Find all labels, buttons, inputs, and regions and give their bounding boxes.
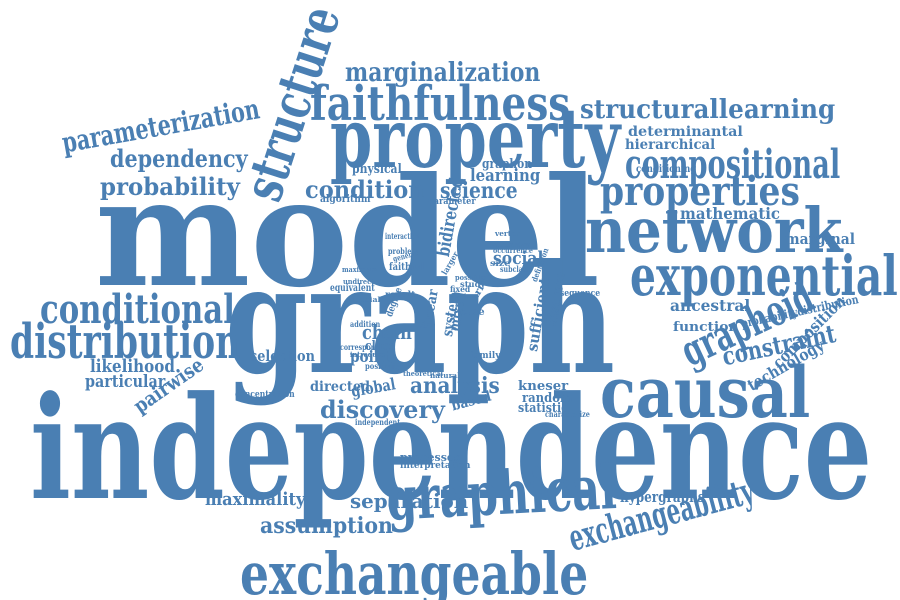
word-marginalization: marginalization xyxy=(345,58,541,88)
word-kneser: kneser xyxy=(518,379,569,394)
word-social: social xyxy=(493,248,544,269)
word-conditioning: conditioning xyxy=(636,164,697,175)
word-result: result xyxy=(385,289,416,299)
word-subclass: subclass xyxy=(500,264,531,274)
word-exponential: exponential xyxy=(630,243,898,308)
word-undirected: undirected xyxy=(343,277,383,286)
word-size: size xyxy=(490,258,511,268)
word-selection: selection xyxy=(250,347,315,365)
word-point: point xyxy=(350,347,390,366)
word-concentration: concentration xyxy=(235,390,295,400)
word-properties: properties xyxy=(600,168,800,215)
word-mathematic: mathematic xyxy=(680,204,781,223)
word-correspond: correspond xyxy=(340,342,380,352)
word-maximality: maximality xyxy=(205,489,306,510)
word-distribution: distribution xyxy=(10,314,241,370)
word-marginal: marginal xyxy=(785,230,856,248)
word-interpretation: interpretation xyxy=(400,461,471,471)
word-random: random xyxy=(522,391,573,406)
word-probability: probability xyxy=(100,172,240,201)
word-vertex: vertex xyxy=(495,229,521,238)
word-class: class xyxy=(365,339,395,354)
word-analysis: analysis xyxy=(410,373,500,399)
word-fixed: fixed xyxy=(450,284,471,294)
word-dependency: dependency xyxy=(110,144,248,173)
word-introduce: introduce xyxy=(350,350,386,359)
word-ancestral: ancestral xyxy=(670,296,751,315)
word-occurrence: occurrence xyxy=(493,246,533,255)
word-compositional: compositional xyxy=(625,141,841,188)
word-exchangeable: exchangeable xyxy=(240,540,589,600)
word-parameter: parameter xyxy=(428,197,476,207)
word-characterize: characterize xyxy=(545,409,590,419)
word-equivalent: equivalent xyxy=(330,283,375,294)
word-hierarchical: hierarchical xyxy=(625,137,716,153)
word-study: study xyxy=(460,279,486,289)
word-chain: chain xyxy=(362,320,412,344)
word-model: model xyxy=(95,145,601,321)
word-directed: directed xyxy=(310,379,371,395)
word-network: network xyxy=(585,194,843,267)
word-maximum: maximum xyxy=(342,265,377,274)
word-faithfulness: faithfulness xyxy=(310,76,571,132)
word-separation: separation xyxy=(350,489,469,513)
word-hypergraphs: hypergraphs xyxy=(620,488,705,506)
word-property: property xyxy=(330,91,621,187)
word-assumption: assumption xyxy=(260,513,393,539)
word-conditional: conditional xyxy=(40,286,235,333)
word-necessary: necessary xyxy=(490,239,530,249)
word-function: function xyxy=(673,320,739,335)
word-processes: processes xyxy=(400,451,461,464)
word-case: case xyxy=(460,307,485,318)
word-interaction: interaction xyxy=(385,231,420,241)
word-possible: possible xyxy=(455,273,486,282)
word-theoretical: theoretical xyxy=(403,369,443,378)
word-family: family xyxy=(470,351,501,361)
word-likelihood: likelihood xyxy=(90,356,175,377)
word-addition: addition xyxy=(350,319,381,329)
word-statistic: statistic xyxy=(518,401,568,416)
word-discovery: discovery xyxy=(320,395,445,424)
word-independence: independence xyxy=(30,366,873,532)
word-faithful: faithful xyxy=(389,262,424,273)
word-sequence: sequence xyxy=(560,289,601,299)
word-positivity: positivity xyxy=(365,361,401,371)
word-algorithm: algorithm xyxy=(320,194,371,205)
word-special: special xyxy=(350,295,381,304)
word-graph: graph xyxy=(225,232,616,408)
word-determinantal: determinantal xyxy=(628,124,743,140)
word-independent: independent xyxy=(355,417,401,427)
word-particular: particular xyxy=(85,372,166,392)
word-graphon: graphon xyxy=(482,157,533,172)
word-problem: problem xyxy=(388,246,419,256)
word-causal: causal xyxy=(600,351,811,434)
word-structurallearning: structurallearning xyxy=(580,95,836,125)
word-condition: condition xyxy=(305,175,425,204)
word-physical: physical xyxy=(352,162,402,177)
word-natural: natural xyxy=(430,371,460,380)
word-science: science xyxy=(440,178,518,204)
word-learning: learning xyxy=(470,166,541,186)
